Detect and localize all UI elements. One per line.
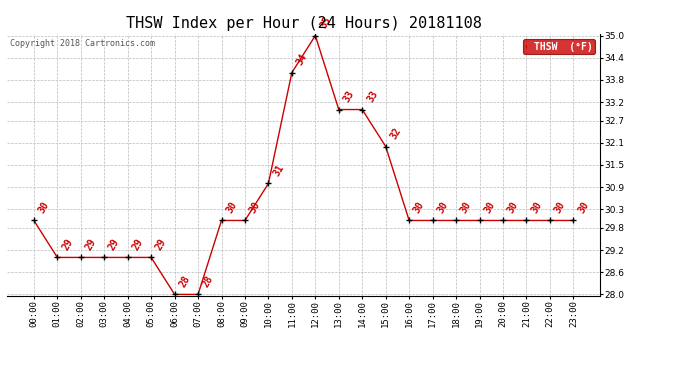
Legend: THSW  (°F): THSW (°F) — [523, 39, 595, 54]
Text: 30: 30 — [482, 200, 497, 215]
Text: 30: 30 — [412, 200, 426, 215]
Text: 30: 30 — [248, 200, 262, 215]
Text: 29: 29 — [83, 237, 98, 252]
Text: 30: 30 — [576, 200, 591, 215]
Text: Copyright 2018 Cartronics.com: Copyright 2018 Cartronics.com — [10, 39, 155, 48]
Text: 33: 33 — [342, 89, 356, 104]
Text: 35: 35 — [318, 15, 333, 30]
Text: 30: 30 — [435, 200, 450, 215]
Text: 29: 29 — [60, 237, 75, 252]
Text: 29: 29 — [154, 237, 168, 252]
Title: THSW Index per Hour (24 Hours) 20181108: THSW Index per Hour (24 Hours) 20181108 — [126, 16, 482, 31]
Text: 30: 30 — [506, 200, 520, 215]
Text: 33: 33 — [365, 89, 380, 104]
Text: 29: 29 — [107, 237, 121, 252]
Text: 34: 34 — [295, 52, 309, 67]
Text: 31: 31 — [271, 163, 286, 178]
Text: 28: 28 — [177, 274, 192, 289]
Text: 30: 30 — [37, 200, 51, 215]
Text: 28: 28 — [201, 274, 215, 289]
Text: 30: 30 — [224, 200, 239, 215]
Text: 29: 29 — [130, 237, 145, 252]
Text: 30: 30 — [529, 200, 544, 215]
Text: 32: 32 — [388, 126, 403, 141]
Text: 30: 30 — [553, 200, 567, 215]
Text: 30: 30 — [459, 200, 473, 215]
